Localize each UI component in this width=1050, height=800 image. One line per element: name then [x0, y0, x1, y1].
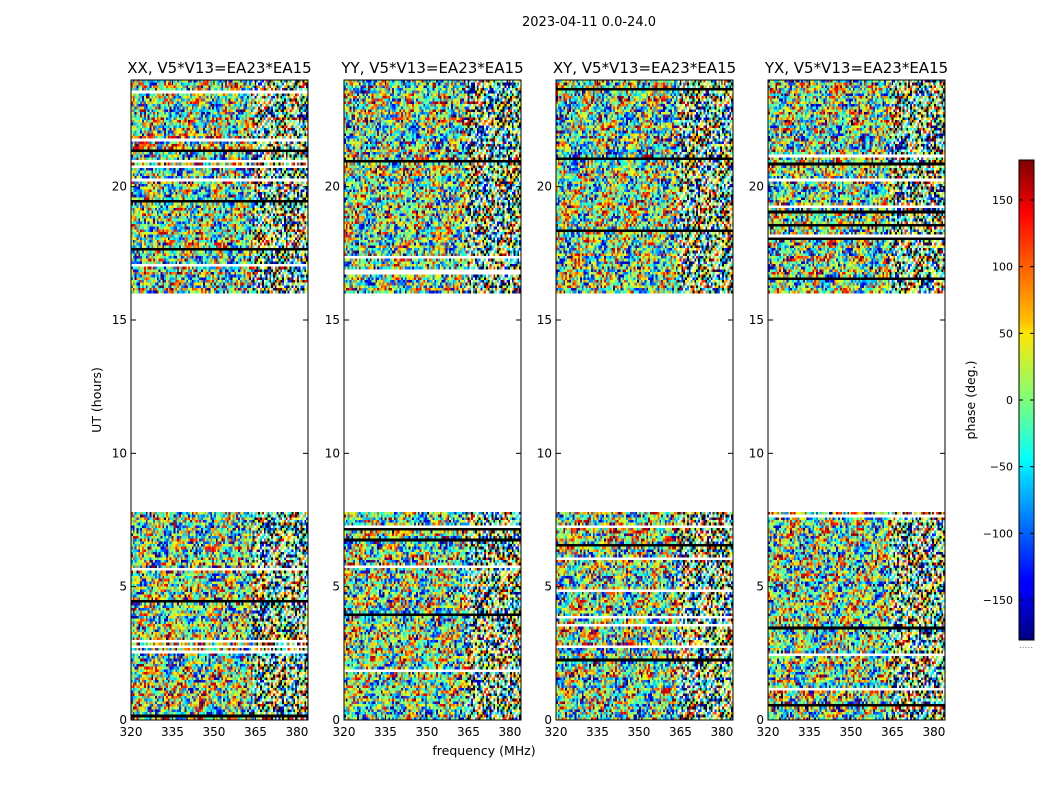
- x-tick-label: 335: [586, 725, 609, 739]
- colorbar-ticks: 150 100 50 0 −50 −100 −150: [983, 194, 1034, 607]
- y-tick-label: 0: [332, 713, 340, 727]
- panel-title: YX, V5*V13=EA23*EA15: [764, 59, 948, 77]
- panel-frame: [555, 79, 734, 721]
- colorbar-tick-label: 100: [992, 261, 1013, 274]
- panel-4: YX, V5*V13=EA23*EA15 320 335 350 365 380 0 5 10 1…: [749, 59, 948, 739]
- colorbar: 150 100 50 0 −50 −100 −150 phase (deg.) .....: [963, 159, 1035, 651]
- colorbar-note: .....: [1019, 641, 1033, 651]
- y-tick-label: 20: [537, 180, 552, 194]
- x-tick-label: 350: [203, 725, 226, 739]
- y-axis-label: UT (hours): [89, 367, 104, 433]
- x-tick-label: 380: [498, 725, 521, 739]
- phase-heatmap: [556, 80, 733, 720]
- y-tick-label: 15: [749, 313, 764, 327]
- figure-title: 2023-04-11 0.0-24.0: [522, 15, 656, 30]
- x-tick-label: 365: [669, 725, 692, 739]
- x-tick-label: 380: [710, 725, 733, 739]
- colorbar-tick-label: 150: [992, 194, 1013, 207]
- x-tick-label: 350: [628, 725, 651, 739]
- panel-title: XX, V5*V13=EA23*EA15: [127, 59, 311, 77]
- y-tick-label: 20: [112, 180, 127, 194]
- x-tick-label: 350: [840, 725, 863, 739]
- panel-frame: [343, 79, 522, 721]
- panel-frame: [767, 79, 946, 721]
- y-tick-label: 15: [537, 313, 552, 327]
- y-tick-label: 0: [544, 713, 552, 727]
- y-tick-label: 0: [756, 713, 764, 727]
- x-tick-label: 380: [922, 725, 945, 739]
- x-tick-label: 350: [416, 725, 439, 739]
- y-tick-label: 20: [749, 180, 764, 194]
- x-tick-label: 335: [798, 725, 821, 739]
- colorbar-tick-label: 0: [1006, 394, 1013, 407]
- y-tick-label: 5: [544, 580, 552, 594]
- colorbar-label: phase (deg.): [963, 361, 978, 440]
- panel-3: XY, V5*V13=EA23*EA15 320 335 350 365 380 0 5 10 1…: [537, 59, 736, 739]
- x-tick-label: 380: [285, 725, 308, 739]
- x-axis-label: frequency (MHz): [432, 743, 535, 758]
- panel-2: YY, V5*V13=EA23*EA15 320 335 350 365 380 0 5 10 1…: [325, 59, 524, 739]
- y-tick-label: 10: [749, 446, 764, 460]
- colorbar-tick-label: −150: [983, 594, 1013, 607]
- phase-heatmap: [344, 80, 521, 720]
- x-tick-label: 335: [161, 725, 184, 739]
- y-tick-label: 5: [756, 580, 764, 594]
- x-tick-label: 320: [757, 725, 780, 739]
- y-tick-label: 10: [112, 446, 127, 460]
- x-tick-label: 365: [244, 725, 267, 739]
- panel-title: YY, V5*V13=EA23*EA15: [340, 59, 523, 77]
- panels: XX, V5*V13=EA23*EA15 320 335 350 365 380 0 5 10 1…: [112, 59, 948, 739]
- y-tick-label: 10: [537, 446, 552, 460]
- colorbar-tick-label: 50: [999, 327, 1013, 340]
- phase-heatmap: [131, 80, 308, 720]
- y-tick-label: 15: [112, 313, 127, 327]
- y-tick-label: 10: [325, 446, 340, 460]
- y-tick-label: 20: [325, 180, 340, 194]
- x-tick-label: 335: [374, 725, 397, 739]
- y-tick-label: 15: [325, 313, 340, 327]
- panel-frame: [130, 79, 309, 721]
- x-tick-label: 320: [333, 725, 356, 739]
- colorbar-tick-label: −50: [990, 461, 1013, 474]
- y-tick-label: 0: [119, 713, 127, 727]
- x-tick-label: 320: [120, 725, 143, 739]
- panel-1: XX, V5*V13=EA23*EA15 320 335 350 365 380 0 5 10 1…: [112, 59, 312, 739]
- y-tick-label: 5: [119, 580, 127, 594]
- y-tick-label: 5: [332, 580, 340, 594]
- x-tick-label: 365: [457, 725, 480, 739]
- panel-title: XY, V5*V13=EA23*EA15: [553, 59, 736, 77]
- colorbar-tick-label: −100: [983, 527, 1013, 540]
- x-tick-label: 320: [545, 725, 568, 739]
- x-tick-label: 365: [881, 725, 904, 739]
- phase-heatmap: [768, 80, 945, 720]
